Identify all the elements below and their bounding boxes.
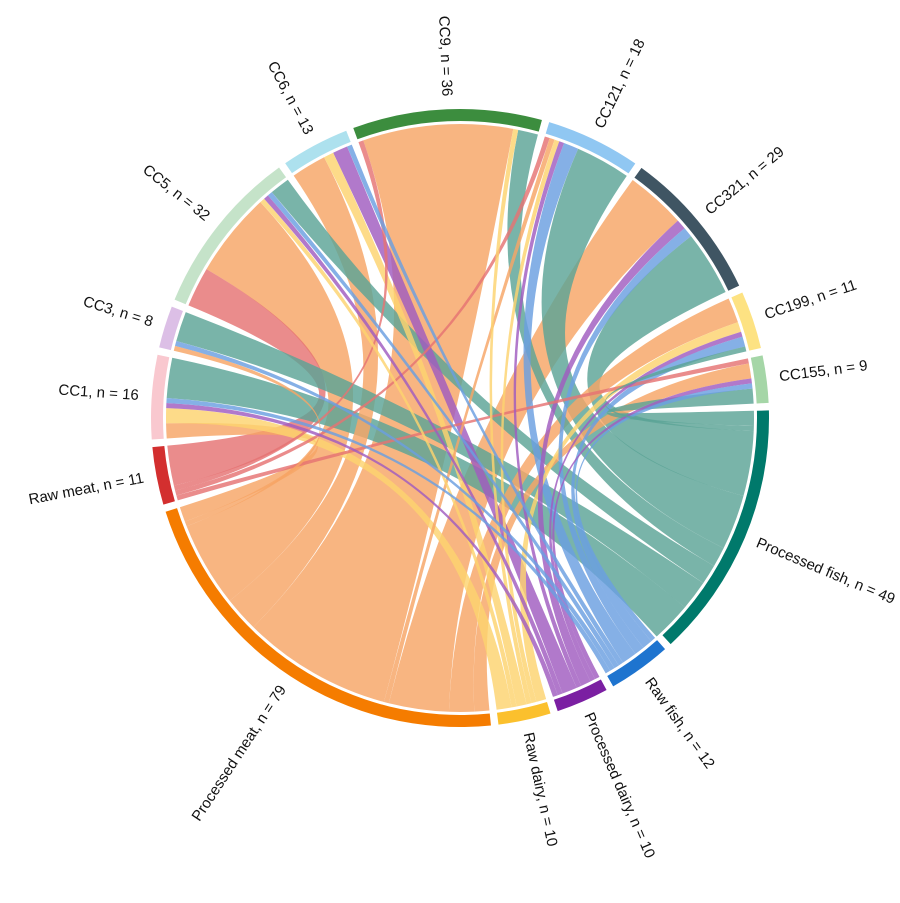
label-cc9: CC9, n = 36 <box>435 16 455 97</box>
arc-raw-dairy <box>496 701 551 725</box>
arc-cc6 <box>285 130 351 174</box>
ribbon-processed-fish-to-cc3 <box>176 312 704 608</box>
ribbon-processed-dairy-to-cc6 <box>333 146 577 694</box>
label-raw-dairy: Raw dairy, n = 10 <box>520 731 561 848</box>
ribbon-processed-meat-to-cc5 <box>186 202 354 601</box>
arc-cc3 <box>159 306 183 351</box>
label-cc199: CC199, n = 11 <box>762 277 858 324</box>
label-processed-dairy: Processed dairy, n = 10 <box>580 710 658 861</box>
label-cc3: CC3, n = 8 <box>81 293 155 331</box>
arc-cc155 <box>750 355 769 404</box>
label-cc6: CC6, n = 13 <box>264 58 317 137</box>
ribbon-processed-fish-to-cc155 <box>606 388 754 426</box>
label-processed-meat: Processed meat, n = 79 <box>189 682 290 824</box>
label-cc155: CC155, n = 9 <box>778 357 868 385</box>
label-cc1: CC1, n = 16 <box>58 382 139 404</box>
ribbon-processed-fish-to-cc121 <box>541 148 744 549</box>
arc-cc199 <box>731 292 761 351</box>
arc-cc9 <box>353 108 542 140</box>
arcs-layer <box>151 108 769 727</box>
ribbon-raw-meat-to-cc155 <box>176 358 749 501</box>
arc-processed-fish <box>662 410 769 645</box>
arc-processed-dairy <box>553 679 607 712</box>
label-cc121: CC121, n = 18 <box>591 36 648 131</box>
arc-cc121 <box>545 122 636 174</box>
label-cc5: CC5, n = 32 <box>139 161 213 224</box>
ribbons-layer <box>165 123 754 712</box>
label-raw-meat: Raw meat, n = 11 <box>27 470 145 509</box>
arc-raw-meat <box>152 445 175 505</box>
arc-cc1 <box>151 354 170 440</box>
arc-processed-meat <box>165 508 491 727</box>
ribbon-processed-meat-to-cc121 <box>383 138 555 704</box>
label-processed-fish: Processed fish, n = 49 <box>754 534 898 607</box>
arc-cc321 <box>634 167 740 291</box>
ribbon-processed-meat-to-cc6 <box>229 157 379 628</box>
label-cc321: CC321, n = 29 <box>702 143 788 218</box>
ribbon-processed-fish-to-cc321 <box>587 236 754 497</box>
ribbon-processed-meat-to-cc199 <box>448 298 738 712</box>
ribbon-processed-fish-to-cc5 <box>271 179 715 584</box>
arc-cc5 <box>174 167 287 305</box>
ribbon-processed-dairy-to-cc1 <box>166 403 558 697</box>
ribbon-raw-dairy-to-cc6 <box>324 152 527 707</box>
ribbon-processed-fish-to-cc9 <box>507 129 724 566</box>
ribbon-processed-fish-to-cc1 <box>166 357 685 637</box>
arc-raw-fish <box>607 640 666 687</box>
label-raw-fish: Raw fish, n = 12 <box>641 674 718 772</box>
